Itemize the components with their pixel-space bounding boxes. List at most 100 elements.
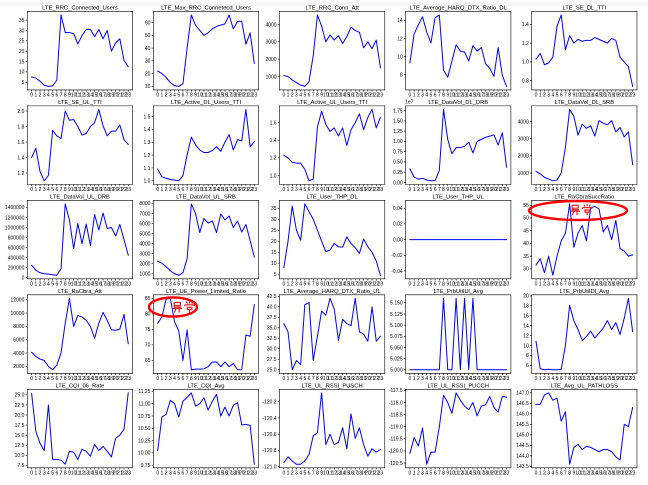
svg-text:17: 17 <box>226 471 232 477</box>
svg-text:4: 4 <box>299 93 302 99</box>
svg-text:1: 1 <box>539 187 542 193</box>
svg-text:11: 11 <box>454 93 459 99</box>
svg-text:22: 22 <box>121 471 127 477</box>
svg-text:3: 3 <box>169 282 172 288</box>
svg-text:1.6: 1.6 <box>270 120 277 126</box>
svg-text:5000: 5000 <box>139 231 150 237</box>
svg-text:10.0: 10.0 <box>15 453 25 459</box>
svg-text:14: 14 <box>214 282 220 288</box>
svg-text:10: 10 <box>323 471 329 477</box>
svg-text:2: 2 <box>165 282 168 288</box>
svg-text:11: 11 <box>327 93 332 99</box>
svg-text:12: 12 <box>205 93 211 99</box>
svg-text:19: 19 <box>235 376 241 382</box>
svg-text:8: 8 <box>316 376 319 382</box>
svg-text:21: 21 <box>369 376 375 382</box>
svg-text:19: 19 <box>613 376 619 382</box>
svg-text:10: 10 <box>449 376 455 382</box>
svg-text:13: 13 <box>336 93 342 99</box>
svg-text:5: 5 <box>22 80 25 86</box>
svg-text:-118.0: -118.0 <box>389 400 403 406</box>
svg-text:19: 19 <box>109 282 115 288</box>
svg-text:22: 22 <box>121 376 127 382</box>
svg-text:5: 5 <box>303 93 306 99</box>
svg-text:14: 14 <box>466 376 472 382</box>
svg-text:1: 1 <box>539 376 542 382</box>
svg-text:11: 11 <box>580 93 585 99</box>
svg-text:17: 17 <box>352 376 358 382</box>
svg-text:14: 14 <box>592 282 598 288</box>
svg-text:6: 6 <box>182 282 185 288</box>
svg-text:25: 25 <box>271 228 277 234</box>
svg-text:17: 17 <box>605 93 611 99</box>
svg-text:1: 1 <box>539 471 542 477</box>
svg-text:8: 8 <box>190 93 193 99</box>
svg-text:1.50: 1.50 <box>393 119 403 125</box>
svg-text:0.25: 0.25 <box>393 170 403 176</box>
svg-text:20: 20 <box>239 471 245 477</box>
svg-text:3: 3 <box>295 93 298 99</box>
svg-text:11: 11 <box>75 376 80 382</box>
svg-text:40: 40 <box>145 46 151 52</box>
svg-text:144.5: 144.5 <box>516 443 529 449</box>
svg-text:22: 22 <box>373 187 379 193</box>
svg-text:1.1: 1.1 <box>144 166 151 172</box>
svg-text:16: 16 <box>348 471 354 477</box>
svg-text:22.5: 22.5 <box>15 403 25 409</box>
svg-text:17: 17 <box>100 282 106 288</box>
svg-text:10: 10 <box>323 93 329 99</box>
svg-text:9: 9 <box>68 282 71 288</box>
svg-text:144.0: 144.0 <box>516 454 529 460</box>
svg-text:22: 22 <box>500 282 506 288</box>
svg-text:-121.0: -121.0 <box>262 464 276 470</box>
svg-text:19: 19 <box>487 471 493 477</box>
svg-text:21: 21 <box>621 187 627 193</box>
svg-text:21: 21 <box>369 282 375 288</box>
svg-text:7: 7 <box>564 187 567 193</box>
svg-text:15: 15 <box>218 187 224 193</box>
svg-text:17: 17 <box>226 187 232 193</box>
svg-text:40.0: 40.0 <box>267 305 277 311</box>
svg-text:23: 23 <box>504 93 510 99</box>
svg-text:1000: 1000 <box>139 272 150 278</box>
svg-text:10: 10 <box>449 282 455 288</box>
svg-text:12: 12 <box>79 376 85 382</box>
svg-text:4: 4 <box>299 187 302 193</box>
svg-text:0: 0 <box>282 471 285 477</box>
svg-text:13: 13 <box>588 93 594 99</box>
svg-text:LTE_UE_Power_Limited_Ratio: LTE_UE_Power_Limited_Ratio <box>166 289 246 295</box>
svg-text:9: 9 <box>320 282 323 288</box>
svg-text:30: 30 <box>523 267 529 273</box>
svg-text:3: 3 <box>169 471 172 477</box>
svg-text:21: 21 <box>495 93 501 99</box>
svg-text:-120.0: -120.0 <box>388 449 402 455</box>
svg-text:5: 5 <box>51 93 54 99</box>
svg-text:15: 15 <box>92 93 98 99</box>
svg-text:146.5: 146.5 <box>516 401 529 407</box>
svg-text:10: 10 <box>449 93 455 99</box>
svg-text:10: 10 <box>575 376 581 382</box>
svg-text:17: 17 <box>479 376 485 382</box>
svg-text:4: 4 <box>299 282 302 288</box>
svg-text:16: 16 <box>474 471 480 477</box>
svg-text:1: 1 <box>161 187 164 193</box>
svg-text:8: 8 <box>64 187 67 193</box>
svg-text:12: 12 <box>458 471 464 477</box>
svg-text:0: 0 <box>156 93 159 99</box>
svg-text:20: 20 <box>113 187 119 193</box>
svg-text:5.125: 5.125 <box>390 312 403 318</box>
svg-text:6: 6 <box>434 471 437 477</box>
svg-text:8: 8 <box>316 187 319 193</box>
svg-text:19: 19 <box>487 282 493 288</box>
svg-text:19: 19 <box>109 471 115 477</box>
svg-text:1: 1 <box>161 376 164 382</box>
svg-text:9: 9 <box>194 282 197 288</box>
svg-text:5: 5 <box>430 376 433 382</box>
svg-text:9: 9 <box>446 376 449 382</box>
svg-text:15: 15 <box>344 187 350 193</box>
svg-text:6: 6 <box>560 471 563 477</box>
svg-text:1: 1 <box>287 376 290 382</box>
svg-text:40: 40 <box>523 241 529 247</box>
svg-text:2: 2 <box>165 187 168 193</box>
svg-text:14: 14 <box>592 376 598 382</box>
